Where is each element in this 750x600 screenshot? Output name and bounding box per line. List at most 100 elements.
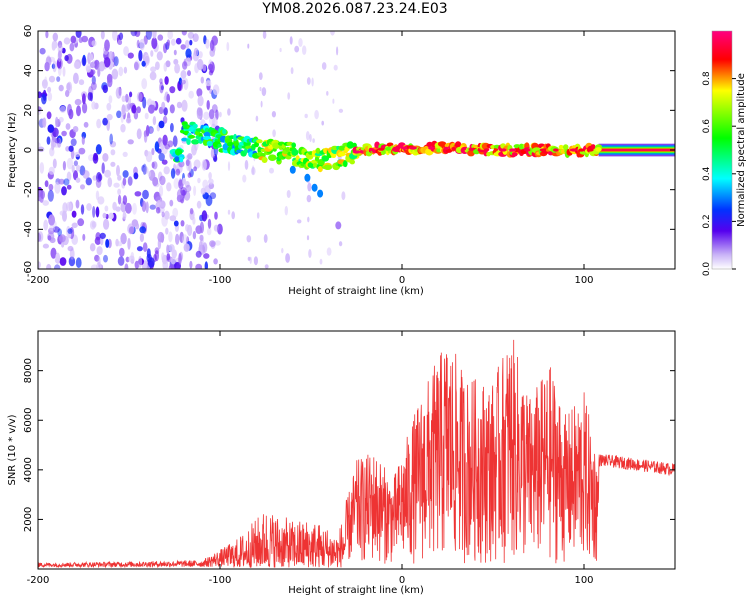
heatmap-noise-blob (86, 203, 92, 211)
heatmap-noise-blob (138, 50, 143, 62)
heatmap-noise-blob (51, 63, 56, 70)
heatmap-noise-blob (209, 240, 216, 248)
heatmap-noise-blob (46, 111, 52, 120)
heatmap-noise-blob (82, 233, 86, 241)
heatmap-ridge-blob (243, 148, 249, 154)
heatmap-faint-blob (289, 36, 293, 45)
heatmap-noise-blob (54, 137, 60, 144)
heatmap-noise-blob (64, 55, 69, 62)
heatmap-faint-blob (326, 91, 329, 96)
heatmap-faint-blob (279, 47, 282, 53)
heatmap-noise-blob (184, 39, 190, 49)
heatmap-faint-blob (338, 108, 344, 113)
heatmap-noise-blob (97, 256, 101, 268)
heatmap-noise-blob (180, 44, 186, 50)
heatmap-noise-blob (212, 84, 220, 96)
heatmap-noise-blob (209, 39, 215, 51)
heatmap-ridge-blob (314, 156, 320, 162)
heatmap-noise-blob (82, 170, 90, 179)
heatmap-faint-blob (338, 241, 343, 247)
heatmap-noise-blob (196, 58, 204, 71)
heatmap-noise-blob (180, 70, 187, 79)
heatmap-noise-blob (45, 56, 52, 66)
heatmap-noise-blob (61, 186, 67, 196)
y-tick-label: 4000 (23, 457, 34, 482)
heatmap-noise-blob (73, 160, 78, 167)
heatmap-faint-blob (260, 100, 263, 108)
heatmap-dip-blob (335, 221, 342, 230)
heatmap-faint-blob (307, 216, 310, 223)
heatmap-faint-blob (264, 264, 269, 269)
heatmap-noise-blob (99, 232, 106, 239)
heatmap-noise-blob (55, 116, 59, 128)
heatmap-noise-blob (100, 31, 105, 40)
heatmap-ridge-blob (472, 144, 479, 149)
heatmap-noise-blob (58, 50, 62, 59)
heatmap-faint-blob (305, 131, 310, 141)
heatmap-noise-blob (198, 51, 203, 59)
heatmap-noise-blob (91, 40, 97, 47)
heatmap-faint-blob (321, 62, 327, 70)
heatmap-noise-blob (96, 246, 103, 256)
heatmap-noise-blob (176, 188, 184, 200)
heatmap-noise-blob (122, 177, 127, 186)
heatmap-noise-blob (52, 226, 60, 233)
heatmap-noise-blob (202, 242, 208, 254)
heatmap-noise-blob (75, 257, 82, 269)
heatmap-noise-blob (56, 76, 61, 82)
heatmap-noise-blob (90, 81, 97, 91)
heatmap-faint-blob (332, 98, 335, 104)
heatmap-noise-blob (102, 153, 109, 162)
heatmap-ridge-blob (511, 152, 518, 157)
heatmap-noise-blob (160, 85, 164, 91)
heatmap-noise-blob (175, 37, 182, 45)
heatmap-faint-blob (333, 64, 338, 71)
heatmap-noise-blob (134, 191, 142, 197)
heatmap-noise-blob (174, 63, 181, 74)
heatmap-peak-blob (400, 146, 407, 150)
heatmap-noise-blob (76, 105, 81, 117)
heatmap-noise-blob (154, 141, 160, 152)
heatmap-noise-blob (75, 31, 82, 38)
heatmap-noise-blob (106, 113, 113, 121)
heatmap-faint-blob (244, 159, 249, 170)
heatmap-noise-blob (163, 107, 168, 116)
heatmap-noise-blob (161, 214, 168, 227)
snr-frame (37, 330, 676, 570)
heatmap-noise-blob (158, 120, 165, 129)
heatmap-noise-blob (89, 220, 96, 230)
heatmap-noise-blob (166, 182, 172, 192)
heatmap-faint-blob (311, 77, 314, 87)
heatmap-noise-blob (155, 207, 161, 214)
heatmap-noise-blob (152, 176, 159, 187)
heatmap-noise-blob (89, 69, 96, 75)
heatmap-noise-blob (70, 138, 77, 147)
heatmap-noise-blob (57, 44, 64, 53)
heatmap-noise-blob (156, 51, 163, 61)
heatmap-noise-blob (172, 207, 179, 218)
heatmap-noise-blob (206, 100, 210, 110)
heatmap-noise-blob (199, 221, 204, 234)
spectrogram-y-axis: -60 -40 -20 0 20 40 60 (23, 25, 675, 277)
heatmap-noise-blob (142, 242, 148, 253)
heatmap-noise-blob (104, 169, 111, 178)
heatmap-noise-blob (115, 87, 122, 99)
heatmap-ridge-blob (454, 141, 462, 149)
colorbar-tick-label: 0.0 (702, 262, 712, 277)
heatmap-noise-blob (49, 225, 55, 232)
heatmap-noise-blob (82, 93, 86, 105)
heatmap-noise-blob (48, 183, 54, 191)
heatmap-noise-blob (104, 205, 109, 212)
heatmap-faint-blob (294, 45, 300, 53)
heatmap-noise-blob (213, 258, 218, 265)
heatmap-faint-blob (251, 165, 255, 175)
heatmap-noise-blob (201, 159, 207, 171)
heatmap-noise-blob (42, 79, 48, 86)
heatmap-faint-blob (321, 120, 325, 126)
x-tick-label: 0 (399, 575, 405, 586)
heatmap-noise-blob (52, 32, 58, 42)
heatmap-noise-blob (120, 123, 126, 133)
heatmap-noise-blob (205, 80, 212, 87)
colorbar-label: Normalized spectral amplitude (736, 73, 747, 227)
heatmap-noise-blob (159, 81, 164, 94)
